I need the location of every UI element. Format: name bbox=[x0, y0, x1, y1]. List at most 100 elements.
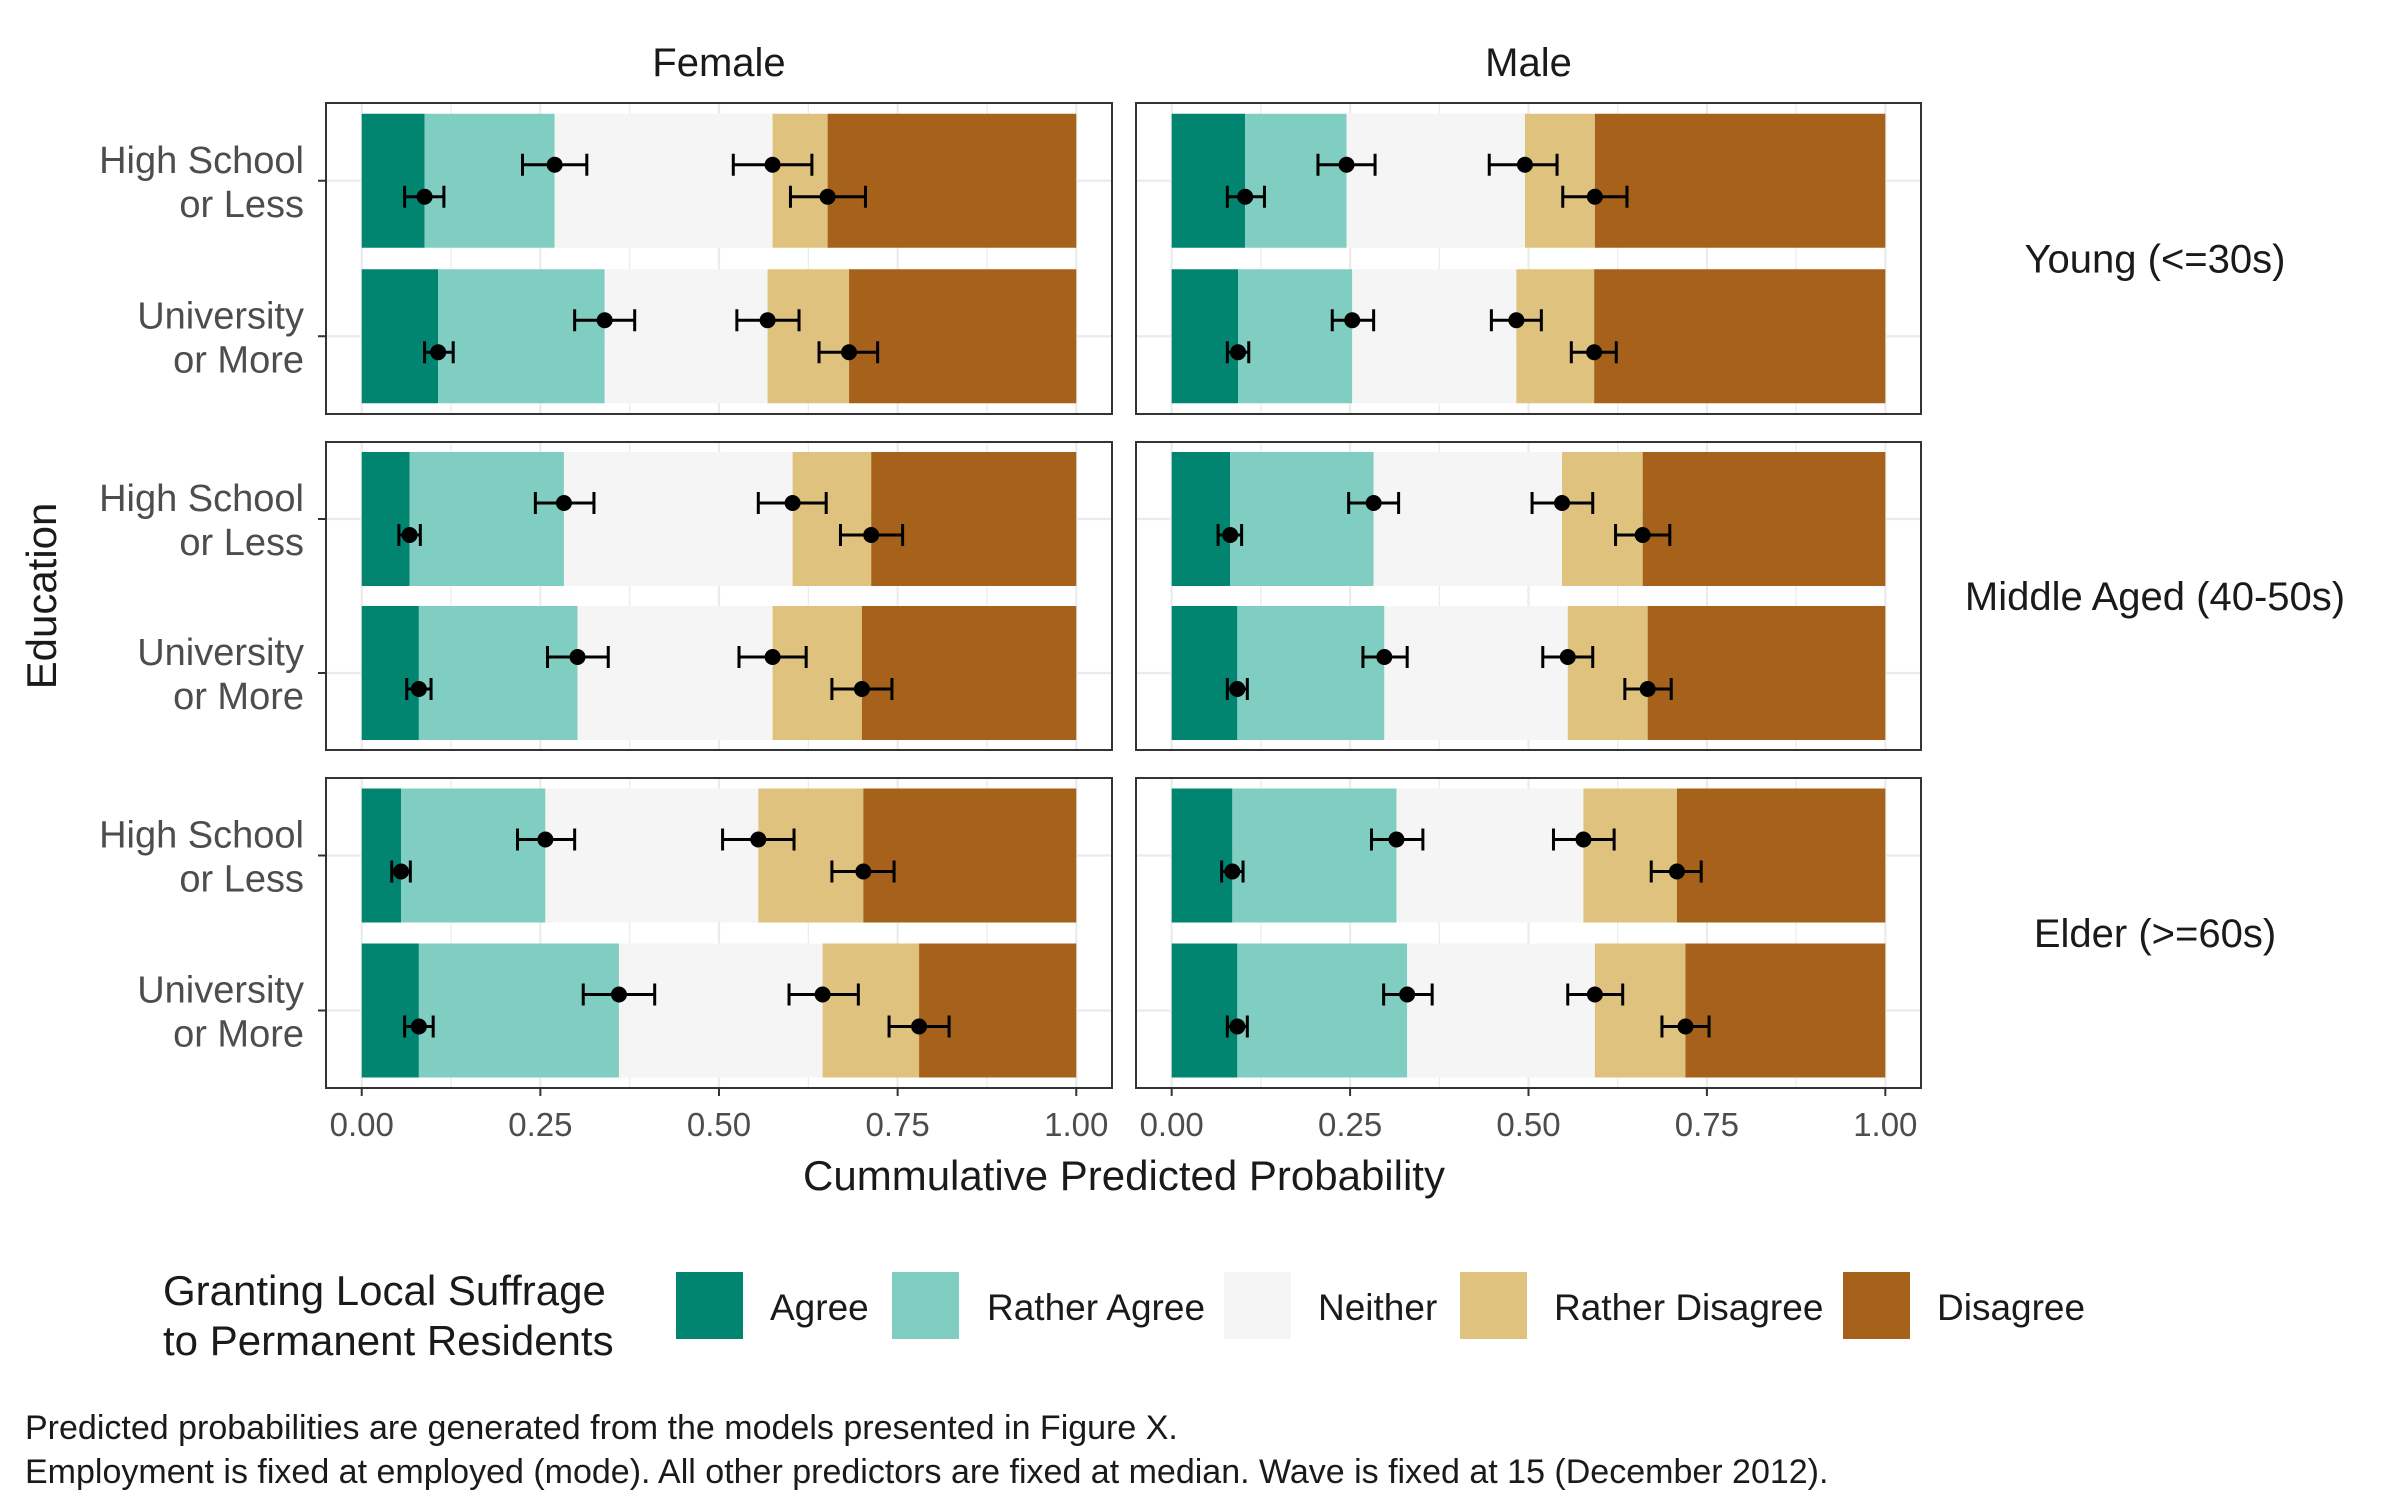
estimate-point bbox=[759, 312, 776, 329]
estimate-point bbox=[1559, 649, 1576, 665]
x-tick-label: 0.50 bbox=[1496, 1106, 1560, 1143]
bar-segment bbox=[1384, 606, 1568, 740]
estimate-point bbox=[1639, 681, 1656, 697]
estimate-point bbox=[1508, 312, 1525, 329]
bar-segment bbox=[1230, 452, 1374, 586]
bar-segment bbox=[849, 269, 1077, 404]
x-axis-title: Cummulative Predicted Probability bbox=[803, 1152, 1445, 1199]
bar-segment bbox=[1594, 269, 1886, 404]
bar-segment bbox=[545, 788, 759, 923]
y-axis-title: Education bbox=[18, 503, 65, 690]
bar-segment bbox=[1245, 113, 1347, 248]
y-tick-label: University or More bbox=[137, 295, 304, 381]
bar-segment bbox=[577, 606, 773, 740]
estimate-point bbox=[410, 681, 427, 697]
bar-segment bbox=[1594, 113, 1886, 248]
estimate-point bbox=[1399, 986, 1416, 1003]
bar-segment bbox=[361, 269, 439, 404]
estimate-point bbox=[764, 649, 781, 665]
x-tick-label: 0.00 bbox=[1140, 1106, 1204, 1143]
bar-segment bbox=[361, 452, 410, 586]
bar-segment bbox=[618, 943, 823, 1078]
facet-label-column: Female bbox=[652, 41, 785, 85]
bar-segment bbox=[438, 269, 605, 404]
x-tick-label: 0.25 bbox=[508, 1106, 572, 1143]
x-tick-label: 0.25 bbox=[1318, 1106, 1382, 1143]
bar-segment bbox=[1516, 269, 1595, 404]
legend-label: Neither bbox=[1318, 1287, 1437, 1328]
estimate-point bbox=[1586, 188, 1603, 205]
facet-label-column: Male bbox=[1485, 41, 1572, 85]
estimate-point bbox=[555, 495, 572, 511]
bar-segment bbox=[361, 788, 402, 923]
legend-key bbox=[676, 1272, 743, 1339]
bar-segment bbox=[871, 452, 1077, 586]
x-tick-label: 0.75 bbox=[866, 1106, 930, 1143]
bar-segment bbox=[361, 943, 419, 1078]
y-tick-label: University or More bbox=[137, 632, 304, 718]
estimate-point bbox=[784, 495, 801, 511]
bar-segment bbox=[772, 606, 862, 740]
estimate-point bbox=[393, 863, 410, 880]
y-tick-label: High School or Less bbox=[99, 140, 304, 226]
estimate-point bbox=[1224, 863, 1241, 880]
bar-segment bbox=[919, 943, 1077, 1078]
estimate-point bbox=[569, 649, 586, 665]
legend-label: Disagree bbox=[1937, 1287, 2085, 1328]
estimate-point bbox=[841, 344, 858, 361]
estimate-point bbox=[750, 831, 767, 848]
bar-segment bbox=[418, 943, 619, 1078]
bar-segment bbox=[563, 452, 793, 586]
bar-segment bbox=[1524, 113, 1595, 248]
facet-label-row: Young (<=30s) bbox=[2025, 238, 2286, 282]
bar-segment bbox=[1583, 788, 1677, 923]
bar-segment bbox=[1352, 269, 1517, 404]
estimate-point bbox=[1554, 495, 1571, 511]
estimate-point bbox=[610, 986, 627, 1003]
bar-segment bbox=[401, 788, 546, 923]
estimate-point bbox=[1229, 1018, 1246, 1035]
estimate-point bbox=[430, 344, 447, 361]
estimate-point bbox=[1516, 156, 1533, 173]
legend-key bbox=[1843, 1272, 1910, 1339]
bar-segment bbox=[554, 113, 773, 248]
estimate-point bbox=[855, 863, 872, 880]
estimate-point bbox=[1376, 649, 1393, 665]
bar-segment bbox=[418, 606, 578, 740]
estimate-point bbox=[410, 1018, 427, 1035]
bar-segment bbox=[1171, 788, 1233, 923]
bar-segment bbox=[1396, 788, 1584, 923]
estimate-point bbox=[1237, 188, 1254, 205]
legend-title: Granting Local Suffrage to Permanent Resi… bbox=[163, 1267, 614, 1364]
x-tick-label: 0.75 bbox=[1675, 1106, 1739, 1143]
estimate-point bbox=[1230, 344, 1247, 361]
legend-key bbox=[1460, 1272, 1527, 1339]
bar-segment bbox=[1346, 113, 1525, 248]
facet-label-row: Middle Aged (40-50s) bbox=[1965, 575, 2345, 619]
bar-segment bbox=[1642, 452, 1886, 586]
bar-segment bbox=[409, 452, 564, 586]
x-tick-label: 1.00 bbox=[1044, 1106, 1108, 1143]
estimate-point bbox=[1677, 1018, 1694, 1035]
bar-segment bbox=[1407, 943, 1595, 1078]
estimate-point bbox=[1222, 527, 1239, 543]
bar-segment bbox=[758, 788, 864, 923]
bar-segment bbox=[861, 606, 1077, 740]
bar-segment bbox=[1171, 452, 1231, 586]
legend-key bbox=[1224, 1272, 1291, 1339]
panel-border bbox=[1135, 102, 1922, 415]
bar-segment bbox=[1685, 943, 1886, 1078]
y-tick-label: University or More bbox=[137, 970, 304, 1056]
legend-label: Rather Disagree bbox=[1554, 1287, 1823, 1328]
estimate-point bbox=[596, 312, 613, 329]
estimate-point bbox=[1338, 156, 1355, 173]
estimate-point bbox=[416, 188, 433, 205]
estimate-point bbox=[1668, 863, 1685, 880]
bar-segment bbox=[772, 113, 828, 248]
bar-segment bbox=[1594, 943, 1686, 1078]
bar-segment bbox=[1237, 943, 1408, 1078]
x-tick-label: 0.00 bbox=[330, 1106, 394, 1143]
x-tick-label: 1.00 bbox=[1853, 1106, 1917, 1143]
bar-segment bbox=[1676, 788, 1886, 923]
